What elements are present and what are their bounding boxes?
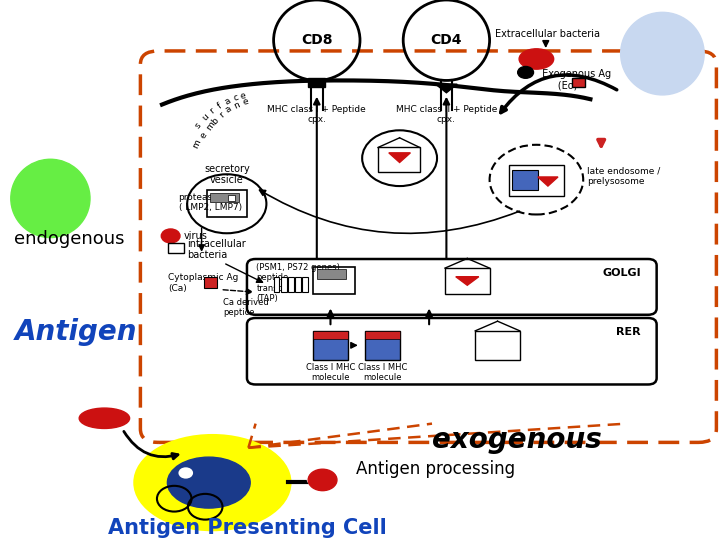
Text: Class I MHC
molecule: Class I MHC molecule bbox=[306, 363, 355, 382]
Bar bbox=[317, 269, 346, 279]
Text: c: c bbox=[232, 93, 240, 103]
Bar bbox=[445, 268, 490, 294]
Text: late endosome /
prelysosome: late endosome / prelysosome bbox=[587, 166, 660, 186]
Bar bbox=[204, 277, 217, 288]
Bar bbox=[295, 277, 301, 292]
Bar bbox=[288, 277, 294, 292]
Text: r: r bbox=[217, 111, 226, 120]
Text: Antigen: Antigen bbox=[14, 319, 137, 347]
Text: n: n bbox=[232, 100, 241, 110]
Ellipse shape bbox=[621, 12, 704, 95]
Text: MHC class I + Peptide
cpx.: MHC class I + Peptide cpx. bbox=[267, 105, 366, 124]
FancyBboxPatch shape bbox=[247, 318, 657, 384]
Circle shape bbox=[308, 469, 337, 491]
Text: (PSM1, PS72 genes)
peptide
transporter
(TAP): (PSM1, PS72 genes) peptide transporter (… bbox=[256, 263, 340, 303]
Polygon shape bbox=[456, 276, 479, 285]
Bar bbox=[210, 192, 239, 202]
Text: f: f bbox=[216, 101, 224, 110]
Bar bbox=[274, 277, 279, 292]
Text: CD8: CD8 bbox=[301, 33, 333, 47]
Bar bbox=[168, 244, 184, 253]
Bar bbox=[313, 331, 348, 339]
Bar bbox=[207, 191, 247, 217]
Text: a: a bbox=[224, 104, 233, 114]
Text: MHC class II + Peptide
cpx.: MHC class II + Peptide cpx. bbox=[396, 105, 497, 124]
Bar bbox=[365, 331, 400, 360]
Text: m: m bbox=[191, 138, 202, 150]
Ellipse shape bbox=[135, 436, 289, 530]
Text: Cytoplasmic Ag
(Ca): Cytoplasmic Ag (Ca) bbox=[168, 273, 239, 293]
Text: Antigen Presenting Cell: Antigen Presenting Cell bbox=[108, 518, 387, 538]
Bar bbox=[475, 331, 520, 360]
Ellipse shape bbox=[11, 159, 90, 238]
Text: Class I MHC
molecule: Class I MHC molecule bbox=[358, 363, 407, 382]
Text: u: u bbox=[200, 112, 210, 123]
Text: r: r bbox=[208, 106, 217, 116]
Text: RER: RER bbox=[616, 327, 641, 337]
Text: intracellular
bacteria: intracellular bacteria bbox=[187, 239, 246, 260]
Polygon shape bbox=[389, 153, 410, 163]
Bar bbox=[509, 165, 564, 195]
Bar bbox=[572, 78, 585, 87]
Text: Ca derived
peptice: Ca derived peptice bbox=[223, 298, 269, 317]
Text: Extracellular bacteria: Extracellular bacteria bbox=[495, 30, 600, 39]
Polygon shape bbox=[538, 177, 558, 186]
Bar bbox=[281, 277, 287, 292]
Bar bbox=[308, 78, 325, 87]
Text: exogenous: exogenous bbox=[432, 426, 602, 454]
Bar bbox=[228, 194, 235, 201]
Ellipse shape bbox=[79, 408, 130, 428]
Ellipse shape bbox=[167, 457, 251, 508]
Polygon shape bbox=[436, 84, 457, 93]
Text: Exogenous Ag
      (Eo): Exogenous Ag (Eo) bbox=[539, 69, 611, 90]
Bar bbox=[512, 170, 538, 191]
Text: a: a bbox=[223, 96, 233, 106]
Text: endogenous: endogenous bbox=[14, 230, 125, 248]
Text: b: b bbox=[210, 116, 221, 126]
Text: proteasome
( LMP2, LMP7): proteasome ( LMP2, LMP7) bbox=[179, 193, 242, 212]
Circle shape bbox=[179, 468, 192, 478]
Circle shape bbox=[161, 229, 180, 243]
Ellipse shape bbox=[518, 66, 534, 78]
Text: m: m bbox=[204, 120, 217, 132]
Text: Antigen processing: Antigen processing bbox=[356, 460, 516, 478]
Bar bbox=[302, 277, 308, 292]
Bar bbox=[313, 331, 348, 360]
Text: virus: virus bbox=[184, 231, 207, 241]
Text: e: e bbox=[240, 91, 247, 101]
Text: CD4: CD4 bbox=[431, 33, 462, 47]
FancyBboxPatch shape bbox=[247, 259, 657, 315]
Text: s: s bbox=[193, 122, 203, 131]
Text: secretory
vesicle: secretory vesicle bbox=[204, 164, 250, 185]
Text: GOLGI: GOLGI bbox=[602, 268, 641, 278]
Ellipse shape bbox=[519, 49, 554, 69]
Bar bbox=[313, 267, 355, 294]
Bar bbox=[378, 147, 420, 172]
Text: e: e bbox=[241, 97, 249, 106]
FancyBboxPatch shape bbox=[140, 51, 716, 442]
Text: e: e bbox=[198, 131, 209, 140]
Bar bbox=[365, 331, 400, 339]
Circle shape bbox=[307, 476, 319, 484]
